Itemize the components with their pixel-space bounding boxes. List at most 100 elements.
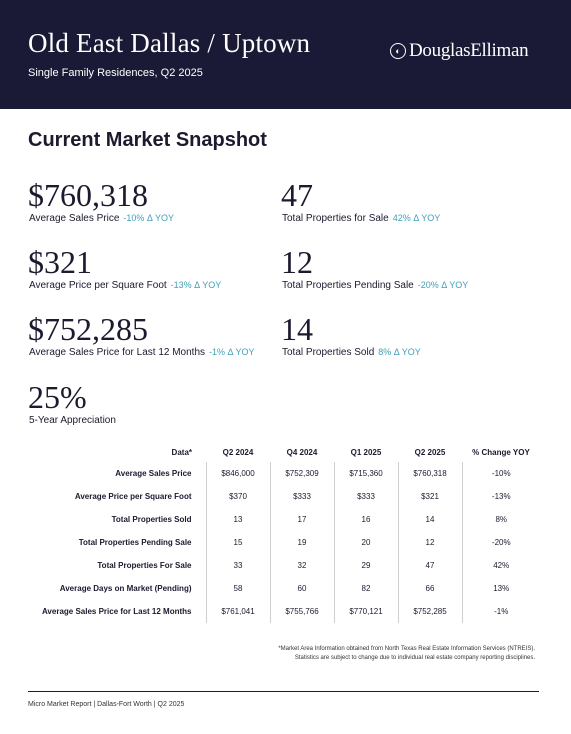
market-data-table: Data* Q2 2024 Q4 2024 Q1 2025 Q2 2025 % …	[20, 442, 540, 623]
stat-value: $321	[28, 244, 92, 280]
table-cell: 19	[269, 531, 334, 554]
stat-change: -20% Δ YOY	[417, 280, 469, 290]
table-cell: 82	[333, 577, 398, 600]
stat-label: Average Sales Price for Last 12 Months -1…	[29, 347, 255, 358]
table-cell: 17	[269, 508, 334, 531]
stat-price-per-sqft: $321 Average Price per Square Foot -13% Δ…	[28, 245, 221, 291]
stat-label-text: Total Properties for Sale	[282, 213, 389, 224]
table-cell: 47	[397, 554, 462, 577]
table-cell: 42%	[461, 554, 540, 577]
row-label: Total Properties For Sale	[97, 561, 192, 570]
table-cell: -20%	[461, 531, 540, 554]
stat-value: 14	[281, 311, 313, 347]
report-subtitle: Single Family Residences, Q2 2025	[28, 67, 203, 79]
stat-properties-sold: 14 Total Properties Sold 8% Δ YOY	[281, 312, 421, 358]
logo-mark-icon: ◐	[390, 43, 406, 59]
table-cell: -10%	[461, 462, 540, 485]
column-header: Q2 2024	[222, 447, 254, 457]
stat-label-text: Average Price per Square Foot	[29, 280, 167, 291]
table-row: Total Properties For Sale 33 32 29 47 42…	[20, 554, 540, 577]
douglas-elliman-logo: ◐ DouglasElliman	[390, 40, 529, 62]
table-cell: 13%	[461, 577, 540, 600]
table-cell: $761,041	[205, 600, 270, 623]
section-title: Current Market Snapshot	[28, 129, 267, 151]
table-cell: $752,285	[397, 600, 462, 623]
table-cell: $846,000	[205, 462, 270, 485]
data-source-footnote: *Market Area Information obtained from N…	[205, 645, 535, 663]
stat-label-text: Average Sales Price for Last 12 Months	[29, 347, 206, 358]
table-cell: $715,360	[333, 462, 398, 485]
stat-average-sales-price: $760,318 Average Sales Price -10% Δ YOY	[28, 178, 174, 224]
column-header: Q4 2024	[286, 447, 318, 457]
stat-label: Average Sales Price -10% Δ YOY	[29, 213, 174, 224]
column-header: Q2 2025	[414, 447, 446, 457]
footer-divider	[28, 691, 539, 692]
stat-change: 42% Δ YOY	[392, 213, 441, 223]
table-cell: 66	[397, 577, 462, 600]
stat-pending-sale: 12 Total Properties Pending Sale -20% Δ Y…	[281, 245, 468, 291]
table-cell: $333	[269, 485, 334, 508]
row-label: Average Sales Price for Last 12 Months	[41, 607, 192, 616]
stat-change: 8% Δ YOY	[378, 347, 421, 357]
stat-label: 5-Year Appreciation	[29, 415, 116, 426]
table-row: Average Price per Square Foot $370 $333 …	[20, 485, 540, 508]
table-cell: $321	[397, 485, 462, 508]
column-header: Data*	[171, 447, 192, 457]
table-cell: 20	[333, 531, 398, 554]
footnote-line: *Market Area Information obtained from N…	[278, 646, 535, 652]
table-header-row: Data* Q2 2024 Q4 2024 Q1 2025 Q2 2025 % …	[20, 442, 540, 462]
table-cell: 15	[205, 531, 270, 554]
table-cell: $770,121	[333, 600, 398, 623]
stat-avg-price-12-months: $752,285 Average Sales Price for Last 12…	[28, 312, 255, 358]
column-header: % Change YOY	[472, 447, 530, 457]
table-cell: $752,309	[269, 462, 334, 485]
stat-label-text: Total Properties Pending Sale	[282, 280, 414, 291]
table-cell: 32	[269, 554, 334, 577]
stat-value: 12	[281, 244, 313, 280]
stat-value: $752,285	[28, 311, 148, 347]
logo-text: DouglasElliman	[409, 40, 529, 61]
stat-label: Average Price per Square Foot -13% Δ YOY	[29, 280, 221, 291]
table-cell: $370	[205, 485, 270, 508]
column-header: Q1 2025	[350, 447, 382, 457]
row-label: Average Price per Square Foot	[74, 492, 192, 501]
table-cell: 14	[397, 508, 462, 531]
row-label: Total Properties Sold	[111, 515, 192, 524]
stat-label-text: Average Sales Price	[29, 213, 120, 224]
stat-change: -1% Δ YOY	[209, 347, 255, 357]
table-row: Average Days on Market (Pending) 58 60 8…	[20, 577, 540, 600]
stat-value: $760,318	[28, 177, 148, 213]
table-cell: 8%	[461, 508, 540, 531]
stat-label-text: Total Properties Sold	[282, 347, 375, 358]
table-cell: 33	[205, 554, 270, 577]
stat-label: Total Properties Pending Sale -20% Δ YOY	[282, 280, 468, 291]
row-label: Average Sales Price	[115, 469, 192, 478]
table-cell: 58	[205, 577, 270, 600]
table-cell: 16	[333, 508, 398, 531]
stat-change: -13% Δ YOY	[170, 280, 222, 290]
table-row: Total Properties Pending Sale 15 19 20 1…	[20, 531, 540, 554]
table-cell: $755,766	[269, 600, 334, 623]
table-cell: $333	[333, 485, 398, 508]
table-row: Average Sales Price $846,000 $752,309 $7…	[20, 462, 540, 485]
report-header: Old East Dallas / Uptown Single Family R…	[0, 0, 571, 109]
table-cell: -1%	[461, 600, 540, 623]
table-cell: 12	[397, 531, 462, 554]
table-cell: 60	[269, 577, 334, 600]
row-label: Total Properties Pending Sale	[78, 538, 192, 547]
stat-label: Total Properties Sold 8% Δ YOY	[282, 347, 421, 358]
stat-total-for-sale: 47 Total Properties for Sale 42% Δ YOY	[281, 178, 440, 224]
stat-label: Total Properties for Sale 42% Δ YOY	[282, 213, 440, 224]
stat-value: 25%	[28, 379, 87, 415]
table-cell: $760,318	[397, 462, 462, 485]
stat-change: -10% Δ YOY	[123, 213, 174, 223]
table-cell: 29	[333, 554, 398, 577]
page-footer: Micro Market Report | Dallas-Fort Worth …	[28, 701, 185, 708]
footnote-line: Statistics are subject to change due to …	[294, 655, 535, 661]
table-row: Total Properties Sold 13 17 16 14 8%	[20, 508, 540, 531]
table-cell: -13%	[461, 485, 540, 508]
table-row: Average Sales Price for Last 12 Months $…	[20, 600, 540, 623]
stat-five-year-appreciation: 25% 5-Year Appreciation	[28, 380, 116, 426]
stat-value: 47	[281, 177, 313, 213]
area-title: Old East Dallas / Uptown	[28, 28, 311, 58]
